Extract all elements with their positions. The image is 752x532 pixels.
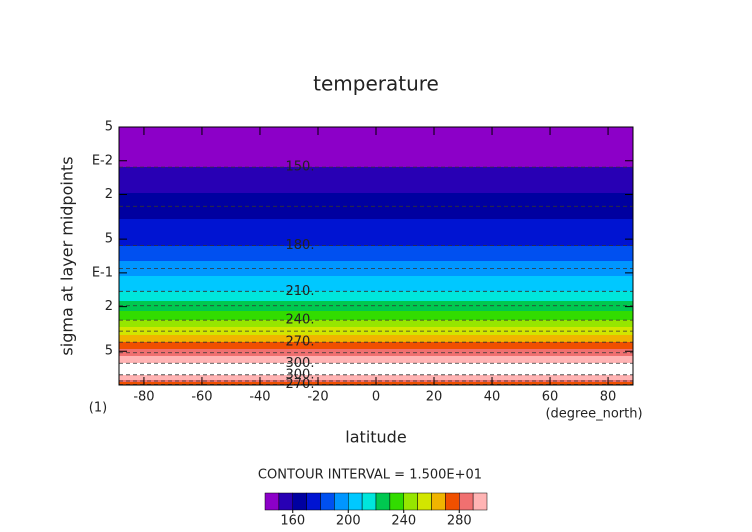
colorbar-cell: [472, 492, 488, 511]
contour-band: [119, 219, 633, 246]
x-tick-label: -80: [133, 390, 154, 405]
y-unit: (1): [89, 401, 107, 416]
colorbar-cell: [306, 492, 321, 511]
contour-band: [119, 261, 633, 276]
colorbar-tick-label: 160: [280, 514, 305, 529]
contour-band: [119, 320, 633, 327]
contour-band: [119, 349, 633, 356]
x-unit: (degree_north): [545, 407, 642, 422]
colorbar-cell: [417, 492, 432, 511]
y-tick-label: 5: [105, 344, 113, 359]
contour-band: [119, 363, 633, 375]
contour-label: 300.: [286, 356, 315, 371]
colorbar-tick-label: 240: [391, 514, 416, 529]
colorbar-cell: [361, 492, 377, 511]
colorbar-cell: [264, 492, 280, 511]
contour-label: 150.: [286, 160, 315, 175]
contour-band: [119, 291, 633, 301]
colorbar-tick-label: 280: [447, 514, 472, 529]
contour-interval: CONTOUR INTERVAL = 1.500E+01: [258, 468, 482, 483]
contour-band: [119, 301, 633, 311]
x-tick-label: 60: [542, 390, 559, 405]
contour-band: [119, 276, 633, 291]
contour-band: [119, 342, 633, 349]
y-tick-label: 2: [105, 299, 113, 314]
x-tick-label: 40: [484, 390, 501, 405]
colorbar-tick-label: 200: [336, 514, 361, 529]
contour-label: 300.: [286, 367, 315, 382]
colorbar-cell: [320, 492, 335, 511]
colorbar-cell: [348, 492, 363, 511]
y-tick-label: 2: [105, 187, 113, 202]
contour-band: [119, 167, 633, 193]
colorbar-cell: [292, 492, 307, 511]
contour-label: 240.: [286, 313, 315, 328]
colorbar-cell: [389, 492, 404, 511]
y-tick-label: E-1: [92, 265, 113, 280]
y-tick-label: 5: [105, 232, 113, 247]
colorbar-cell: [334, 492, 349, 511]
colorbar-cell: [459, 492, 474, 511]
colorbar-cell: [445, 492, 460, 511]
contour-band: [119, 311, 633, 320]
x-tick-label: -20: [307, 390, 328, 405]
x-axis-label: latitude: [345, 428, 406, 447]
x-tick-label: 20: [426, 390, 443, 405]
contour-band: [119, 327, 633, 335]
chart-title: temperature: [313, 72, 439, 96]
y-tick-label: E-2: [92, 153, 113, 168]
contour-label: 270.: [286, 335, 315, 350]
colorbar-cell: [375, 492, 391, 511]
contour-band: [119, 335, 633, 342]
contour-band: [119, 356, 633, 363]
colorbar-cell: [403, 492, 418, 511]
x-tick-label: -40: [249, 390, 270, 405]
y-tick-label: 5: [105, 120, 113, 135]
colorbar-cell: [278, 492, 293, 511]
x-tick-label: -60: [191, 390, 212, 405]
colorbar-cell: [431, 492, 446, 511]
contour-label: 210.: [286, 284, 315, 299]
y-axis-label: sigma at layer midpoints: [58, 156, 77, 355]
x-tick-label: 0: [372, 390, 380, 405]
x-tick-label: 80: [600, 390, 617, 405]
contour-label: 180.: [286, 238, 315, 253]
contour-band: [119, 246, 633, 261]
